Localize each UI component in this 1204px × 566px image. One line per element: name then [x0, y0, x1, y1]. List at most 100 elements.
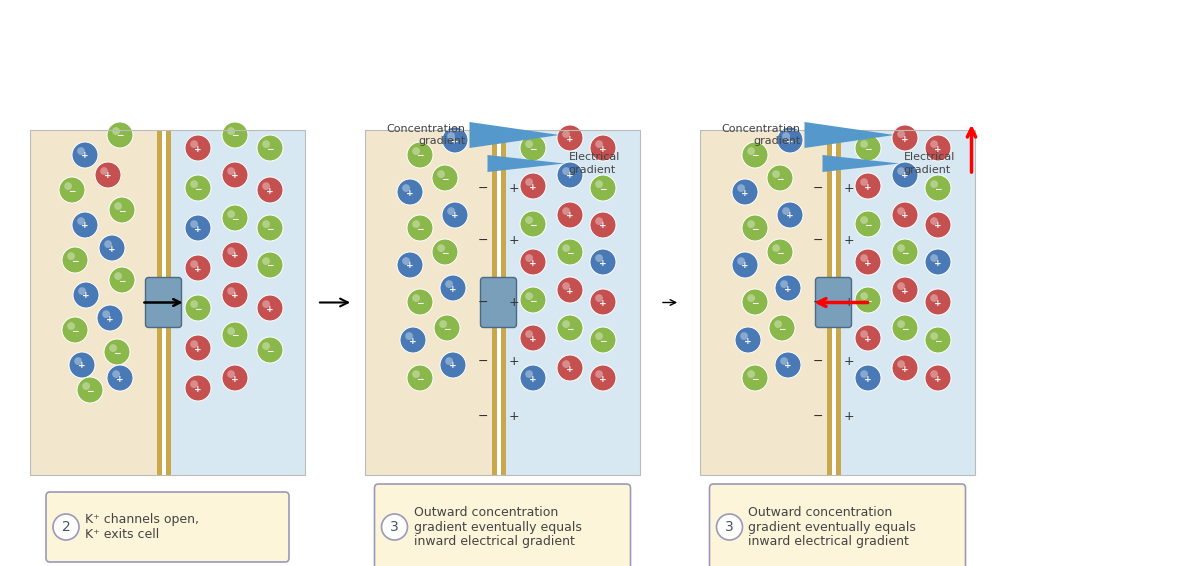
- Text: gradient eventually equals: gradient eventually equals: [413, 521, 582, 534]
- Circle shape: [412, 370, 420, 378]
- Circle shape: [595, 217, 603, 225]
- Circle shape: [382, 514, 407, 540]
- Text: +: +: [530, 375, 537, 384]
- Text: +: +: [566, 171, 574, 181]
- Circle shape: [925, 365, 951, 391]
- Circle shape: [432, 165, 458, 191]
- Text: −: −: [441, 174, 449, 183]
- Circle shape: [562, 167, 569, 175]
- Circle shape: [228, 210, 235, 218]
- Text: +: +: [508, 296, 519, 309]
- Circle shape: [439, 320, 447, 328]
- Circle shape: [228, 247, 235, 255]
- Circle shape: [445, 280, 453, 288]
- Circle shape: [102, 310, 110, 318]
- Circle shape: [562, 320, 569, 328]
- Circle shape: [95, 162, 120, 188]
- Text: −: −: [478, 410, 489, 423]
- FancyBboxPatch shape: [480, 277, 517, 328]
- Circle shape: [525, 370, 533, 378]
- Text: −: −: [902, 248, 909, 258]
- Circle shape: [222, 162, 248, 188]
- Text: −: −: [902, 324, 909, 333]
- Text: Outward concentration: Outward concentration: [413, 505, 557, 518]
- Text: −: −: [478, 234, 489, 247]
- Circle shape: [222, 322, 248, 348]
- Text: +: +: [231, 291, 238, 301]
- Circle shape: [892, 162, 917, 188]
- Circle shape: [525, 292, 533, 300]
- Text: −: −: [118, 207, 125, 216]
- Circle shape: [104, 339, 130, 365]
- Circle shape: [590, 249, 616, 275]
- Circle shape: [222, 122, 248, 148]
- Circle shape: [406, 332, 413, 340]
- Circle shape: [777, 127, 803, 153]
- Circle shape: [520, 325, 545, 351]
- Circle shape: [925, 289, 951, 315]
- Circle shape: [732, 179, 759, 205]
- Circle shape: [222, 205, 248, 231]
- Text: +: +: [742, 188, 749, 198]
- Circle shape: [72, 212, 98, 238]
- Bar: [836, 130, 840, 475]
- Bar: [700, 130, 826, 475]
- Text: −: −: [751, 375, 759, 384]
- Text: inward electrical gradient: inward electrical gradient: [413, 535, 574, 548]
- Circle shape: [190, 140, 197, 148]
- Circle shape: [931, 254, 938, 262]
- Circle shape: [897, 360, 905, 368]
- Circle shape: [397, 252, 423, 278]
- Text: +: +: [409, 337, 417, 345]
- Circle shape: [185, 135, 211, 161]
- Text: −: −: [530, 144, 537, 153]
- Text: +: +: [934, 221, 942, 230]
- Circle shape: [407, 289, 433, 315]
- Circle shape: [860, 178, 868, 186]
- Bar: [30, 130, 305, 475]
- Text: +: +: [231, 171, 238, 181]
- Text: +: +: [786, 212, 793, 221]
- Circle shape: [525, 330, 533, 338]
- Circle shape: [562, 282, 569, 290]
- Circle shape: [590, 365, 616, 391]
- Circle shape: [860, 140, 868, 148]
- Text: +: +: [600, 221, 607, 230]
- Text: +: +: [530, 335, 537, 344]
- Circle shape: [774, 320, 783, 328]
- Circle shape: [98, 305, 123, 331]
- Circle shape: [897, 167, 905, 175]
- Circle shape: [734, 327, 761, 353]
- Circle shape: [61, 247, 88, 273]
- Circle shape: [100, 167, 108, 175]
- Circle shape: [228, 327, 235, 335]
- Text: +: +: [108, 245, 116, 254]
- Text: +: +: [231, 251, 238, 260]
- Text: −: −: [478, 355, 489, 368]
- Circle shape: [595, 254, 603, 262]
- Text: +: +: [194, 384, 202, 393]
- Circle shape: [860, 292, 868, 300]
- Text: +: +: [566, 365, 574, 374]
- Text: +: +: [106, 315, 114, 324]
- Text: −: −: [117, 131, 124, 140]
- Circle shape: [748, 147, 755, 155]
- Text: +: +: [901, 135, 909, 144]
- Bar: [157, 130, 161, 475]
- Text: −: −: [813, 355, 824, 368]
- Text: −: −: [600, 185, 607, 194]
- Circle shape: [53, 514, 79, 540]
- Circle shape: [222, 365, 248, 391]
- Text: +: +: [449, 285, 456, 294]
- Circle shape: [557, 162, 583, 188]
- Circle shape: [897, 207, 905, 215]
- Text: +: +: [194, 264, 202, 273]
- Circle shape: [69, 352, 95, 378]
- Text: −: −: [751, 298, 759, 307]
- Text: +: +: [508, 410, 519, 423]
- Text: +: +: [934, 375, 942, 384]
- Text: +: +: [194, 144, 202, 153]
- Circle shape: [931, 217, 938, 225]
- Circle shape: [222, 242, 248, 268]
- Text: +: +: [452, 136, 459, 145]
